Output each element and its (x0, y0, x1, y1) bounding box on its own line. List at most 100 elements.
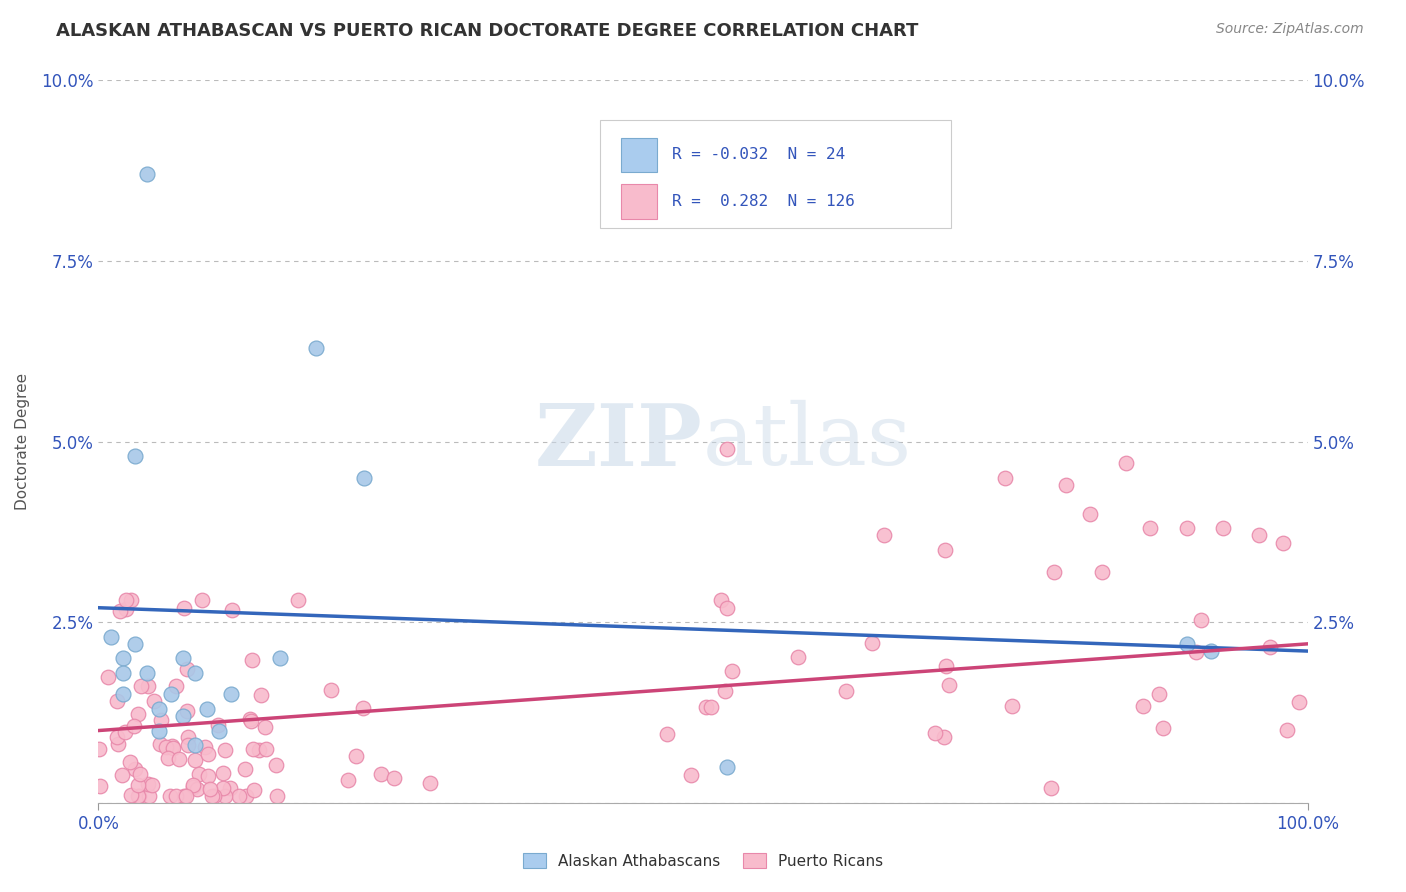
Point (1175, 637, 1198, 651)
Point (97, 670, 120, 684)
Point (1147, 687, 1170, 701)
Point (287, 593, 309, 607)
Point (184, 753, 207, 767)
Point (207, 718, 229, 732)
Text: R = -0.032  N = 24: R = -0.032 N = 24 (672, 147, 845, 162)
Point (1175, 521, 1198, 535)
Point (198, 781, 221, 796)
Point (657, 727, 679, 741)
Point (111, 665, 134, 680)
Point (233, 763, 256, 777)
Point (240, 653, 263, 667)
Point (266, 789, 288, 803)
Point (127, 778, 149, 792)
Point (247, 743, 270, 757)
Point (141, 778, 163, 792)
Point (934, 542, 956, 557)
Point (111, 651, 134, 665)
Point (1185, 645, 1208, 659)
Point (716, 600, 738, 615)
Point (124, 637, 146, 651)
Point (1115, 456, 1137, 470)
Point (716, 442, 738, 456)
Point (191, 593, 214, 607)
Point (127, 707, 149, 722)
Text: R =  0.282  N = 126: R = 0.282 N = 126 (672, 194, 855, 209)
Bar (621, 137, 657, 172)
Point (108, 604, 131, 618)
Point (173, 601, 195, 615)
Point (211, 780, 233, 795)
Point (1054, 478, 1077, 492)
Point (336, 773, 359, 788)
Point (419, 776, 441, 790)
Point (138, 789, 160, 803)
Point (242, 742, 264, 756)
Point (239, 712, 262, 726)
Point (714, 684, 737, 698)
Point (89, 779, 111, 793)
Y-axis label: Doctorate Degree: Doctorate Degree (15, 373, 30, 510)
Point (1139, 521, 1161, 535)
Point (176, 662, 198, 676)
Point (184, 738, 207, 752)
Point (214, 789, 236, 803)
Point (184, 665, 207, 680)
Point (352, 700, 374, 714)
Point (254, 741, 277, 756)
Point (835, 683, 858, 698)
Point (87, 742, 110, 756)
Point (254, 720, 277, 734)
Point (1272, 535, 1295, 549)
Point (173, 789, 195, 803)
Point (1277, 723, 1299, 737)
Point (172, 709, 194, 723)
Point (382, 771, 405, 785)
Point (695, 699, 717, 714)
Point (1212, 521, 1234, 535)
Point (114, 725, 136, 739)
Point (197, 747, 219, 761)
Point (160, 687, 183, 701)
Point (124, 719, 146, 733)
Point (124, 763, 146, 777)
Point (194, 740, 217, 755)
Point (1001, 699, 1024, 714)
Point (183, 778, 205, 792)
Point (228, 789, 250, 803)
Point (1042, 565, 1064, 579)
Point (924, 725, 946, 739)
Point (221, 603, 243, 617)
Point (305, 341, 328, 355)
Point (710, 593, 733, 607)
Point (186, 782, 208, 797)
Point (1152, 722, 1174, 736)
Point (165, 679, 187, 693)
Point (1091, 565, 1114, 579)
Point (269, 651, 291, 665)
Point (353, 471, 375, 485)
Point (214, 743, 236, 757)
Point (172, 651, 194, 665)
Point (370, 766, 392, 780)
Point (873, 528, 896, 542)
Point (197, 769, 219, 783)
Point (187, 767, 209, 781)
Bar (621, 184, 657, 219)
Point (787, 650, 810, 665)
Point (105, 731, 128, 745)
Point (1132, 699, 1154, 714)
Point (716, 760, 738, 774)
Point (679, 768, 702, 782)
Point (165, 789, 187, 803)
Point (136, 777, 159, 791)
Point (264, 758, 287, 772)
Point (149, 713, 172, 727)
FancyBboxPatch shape (600, 120, 950, 228)
Point (148, 702, 170, 716)
Point (177, 730, 200, 744)
Point (157, 751, 180, 765)
Point (160, 739, 183, 754)
Point (135, 167, 157, 181)
Point (120, 788, 142, 802)
